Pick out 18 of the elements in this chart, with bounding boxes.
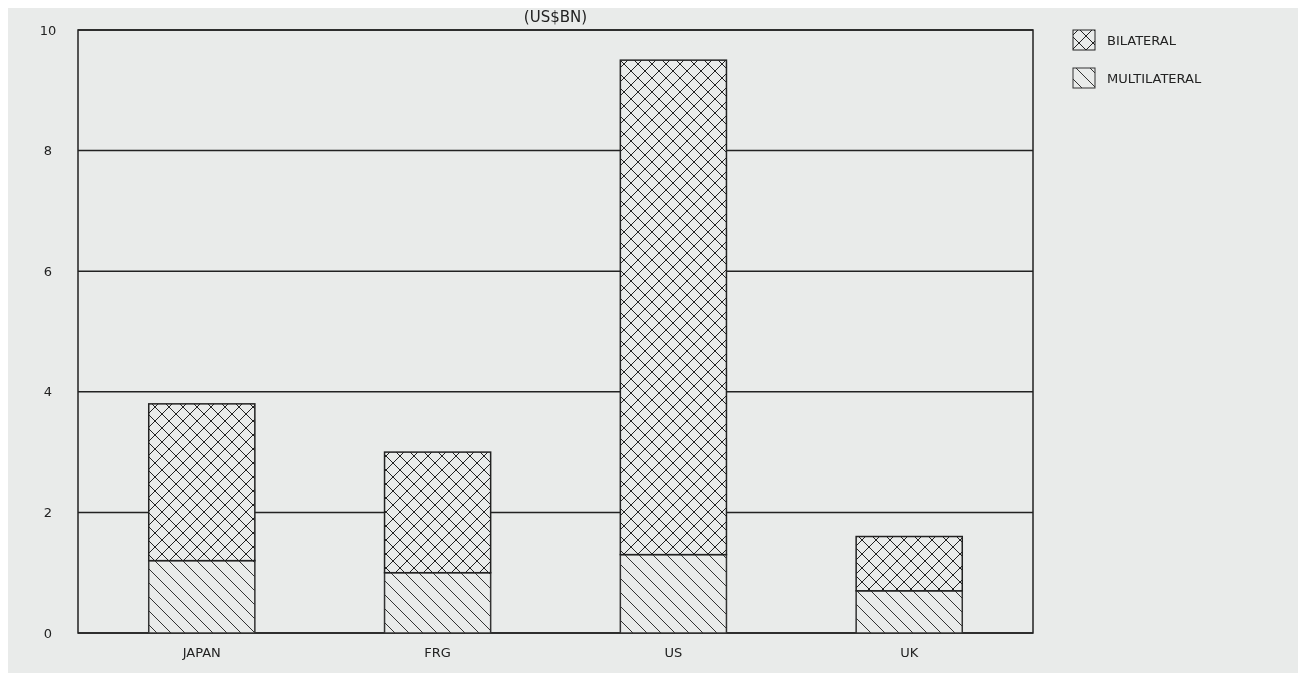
legend-label: BILATERAL <box>1107 32 1177 48</box>
chart-title: (US$BN) <box>523 8 588 26</box>
x-tick-label: JAPAN <box>181 645 221 660</box>
y-tick-label: 0 <box>43 625 53 641</box>
bar <box>383 571 492 634</box>
x-tick-label: US <box>664 645 683 660</box>
x-tick-label: UK <box>900 645 919 660</box>
y-tick-label: 6 <box>43 263 53 279</box>
y-tick-label: 8 <box>43 143 53 159</box>
x-tick-label: FRG <box>424 645 451 660</box>
bar <box>147 559 256 634</box>
bar <box>855 535 964 592</box>
bar <box>855 590 964 634</box>
y-tick-label: 4 <box>43 384 53 400</box>
bar <box>619 553 728 634</box>
legend-label: MULTILATERAL <box>1107 70 1202 86</box>
y-tick-label: 10 <box>39 22 57 38</box>
y-tick-label: 2 <box>43 504 53 520</box>
